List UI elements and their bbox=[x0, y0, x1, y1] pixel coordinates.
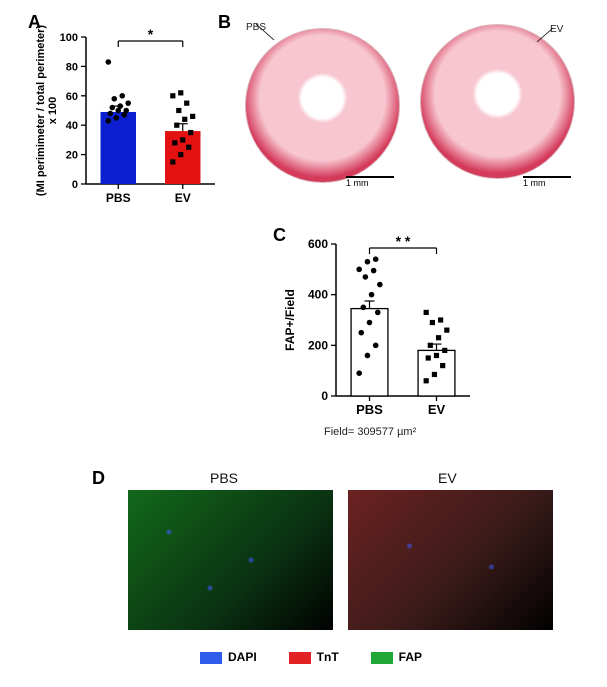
svg-text:EV: EV bbox=[428, 402, 446, 417]
histology-pbs bbox=[245, 28, 400, 183]
svg-text:40: 40 bbox=[66, 120, 78, 132]
svg-text:20: 20 bbox=[66, 150, 78, 162]
field-note: Field= 309577 µm² bbox=[324, 426, 416, 438]
pointer-line-ev bbox=[535, 28, 555, 48]
svg-text:*: * bbox=[148, 26, 154, 42]
svg-text:FAP+/Field: FAP+/Field bbox=[283, 289, 297, 351]
svg-text:x 100: x 100 bbox=[47, 97, 59, 125]
panel-label-d: D bbox=[92, 468, 105, 489]
svg-text:600: 600 bbox=[308, 237, 328, 251]
chart-a: 0 20 40 60 80 100 (MI perimimeter / total peri… bbox=[30, 15, 225, 220]
if-title-pbs: PBS bbox=[210, 470, 238, 486]
svg-text:200: 200 bbox=[308, 338, 328, 352]
svg-text:100: 100 bbox=[60, 32, 78, 44]
legend-item-fap: FAP bbox=[371, 650, 422, 664]
scalebar-b-left: 1 mm bbox=[346, 176, 394, 184]
legend-item-dapi: DAPI bbox=[200, 650, 257, 664]
svg-text:400: 400 bbox=[308, 288, 328, 302]
svg-text:PBS: PBS bbox=[356, 402, 383, 417]
svg-text:60: 60 bbox=[66, 91, 78, 103]
chart-c: 0 200 400 600 FAP+/Field PBS EV * * bbox=[280, 222, 480, 432]
scalebar-b-right: 1 mm bbox=[523, 176, 571, 184]
svg-text:EV: EV bbox=[175, 191, 191, 205]
svg-text:* *: * * bbox=[396, 233, 411, 249]
svg-text:80: 80 bbox=[66, 61, 78, 73]
svg-text:(MI perimimeter / total perime: (MI perimimeter / total perimeter) bbox=[35, 25, 47, 196]
svg-text:PBS: PBS bbox=[106, 191, 131, 205]
pointer-line-pbs bbox=[256, 24, 276, 44]
if-image-ev bbox=[348, 490, 553, 630]
if-title-ev: EV bbox=[438, 470, 457, 486]
legend-item-tnt: TnT bbox=[289, 650, 339, 664]
svg-text:0: 0 bbox=[321, 389, 328, 403]
legend: DAPI TnT FAP bbox=[200, 650, 422, 664]
svg-text:0: 0 bbox=[72, 179, 78, 191]
if-image-pbs bbox=[128, 490, 333, 630]
